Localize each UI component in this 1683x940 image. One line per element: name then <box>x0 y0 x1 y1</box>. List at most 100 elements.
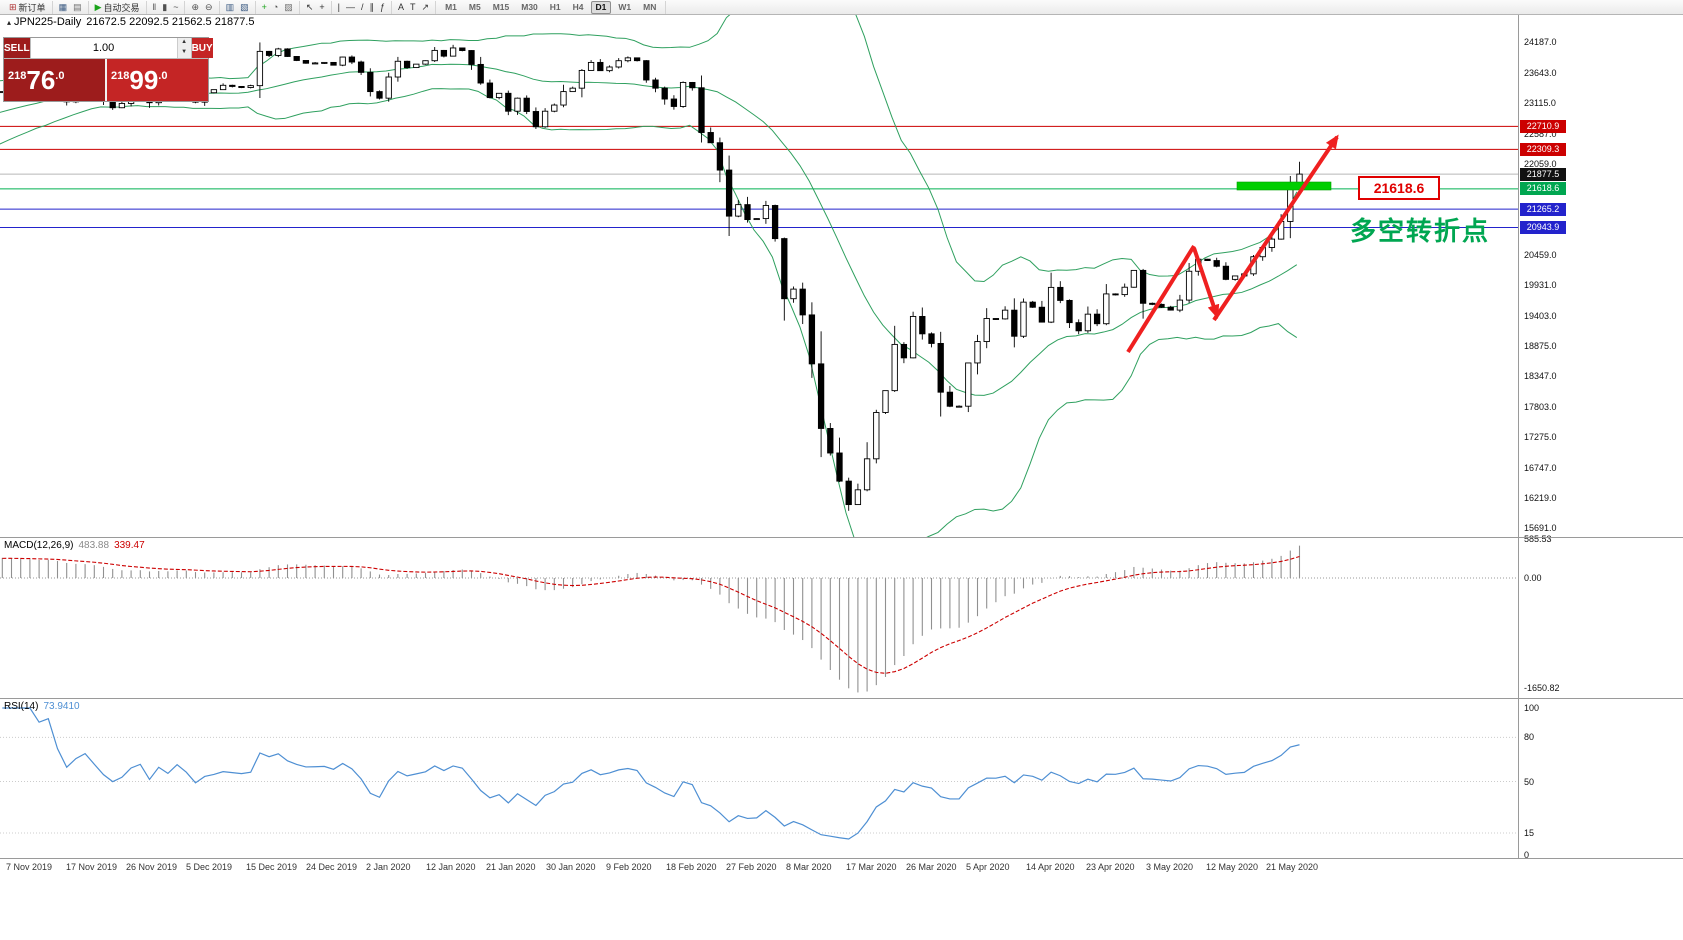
volume-decrease-button[interactable]: ▼ <box>177 48 191 58</box>
candle-body <box>569 87 576 93</box>
chart-window-button[interactable]: ▦ <box>56 2 71 12</box>
candle-body <box>753 218 760 221</box>
print-icon: ▤ <box>73 2 82 12</box>
buy-price-prefix: 218 <box>111 70 130 82</box>
toolbar-group: A T ↗ <box>392 0 437 14</box>
price-axis-label: 20459.0 <box>1524 250 1557 261</box>
templates-button[interactable]: ▨ <box>281 2 296 12</box>
panel-separator[interactable] <box>0 537 1683 538</box>
trendline-button[interactable]: / <box>358 2 367 12</box>
timeframe-d1[interactable]: D1 <box>590 0 612 14</box>
candle-body <box>652 79 659 89</box>
candle-body <box>330 61 337 66</box>
panel-separator[interactable] <box>0 698 1683 699</box>
line-chart-button[interactable]: ~ <box>170 2 181 12</box>
trend-arrow[interactable] <box>1192 247 1220 319</box>
equidistant-channel-button[interactable]: ∥ <box>366 2 377 12</box>
candle-body <box>744 204 751 221</box>
text-button[interactable]: A <box>395 2 407 12</box>
candle-body <box>431 49 438 62</box>
macd-signal-value: 339.47 <box>114 540 145 551</box>
candle-body <box>514 97 521 112</box>
crosshair-button[interactable]: + <box>316 2 327 12</box>
rsi-axis-label: 50 <box>1524 776 1535 787</box>
zoom-in-button[interactable]: ⊕ <box>188 2 202 12</box>
timeframe-m1[interactable]: M1 <box>445 1 457 12</box>
rsi-value: 73.9410 <box>43 701 80 712</box>
text-label-button[interactable]: T <box>407 2 419 12</box>
timeframe-m30[interactable]: M30 <box>521 1 538 12</box>
trend-arrow[interactable] <box>1212 134 1339 322</box>
candle-body <box>440 49 448 57</box>
toolbar-group: ↖ + <box>300 0 332 14</box>
zoom-out-icon: ⊖ <box>205 2 213 12</box>
chart-symbol-period: JPN225-Daily <box>14 16 82 28</box>
arrow-tool-button[interactable]: ↗ <box>419 2 433 12</box>
timeframe-h1[interactable]: H1 <box>549 1 561 12</box>
zoom-out-button[interactable]: ⊖ <box>202 2 216 12</box>
price-chart-canvas[interactable] <box>0 14 1518 537</box>
print-button[interactable]: ▤ <box>70 2 85 12</box>
toolbar: ⊞ 新订单 ▦ ▤ ▶ 自动交易 ǁ ▮ ~ ⊕ ⊖ ▥ ▧ + ◔ ▨ ↖ + | — / ∥ ƒ A T ↗ M1 M5 M15 M3… <box>0 0 1683 15</box>
price-level-box: 21877.5 <box>1520 167 1566 181</box>
bollinger-lower-band <box>0 88 1298 537</box>
candle-body <box>762 205 770 220</box>
timeframe-m5[interactable]: M5 <box>468 1 481 12</box>
new-order-button[interactable]: ⊞ 新订单 <box>6 1 49 14</box>
buy-price-dec: .0 <box>158 70 168 82</box>
rsi-panel-canvas[interactable] <box>0 699 1518 857</box>
volume-increase-button[interactable]: ▲ <box>177 38 191 48</box>
candle-body <box>919 315 926 335</box>
indicators-button[interactable]: + <box>259 2 270 12</box>
cursor-button[interactable]: ↖ <box>303 2 317 12</box>
timeframe-mn[interactable]: MN <box>643 1 657 12</box>
candle-body <box>790 288 797 300</box>
buy-button[interactable]: BUY <box>191 38 213 58</box>
periods-button[interactable]: ◔ <box>270 2 281 12</box>
buy-price-button[interactable]: 218 99 .0 <box>107 59 208 101</box>
candle-body <box>974 341 981 364</box>
candle-body <box>624 57 632 62</box>
new-chart-window-button[interactable]: ▧ <box>237 2 252 12</box>
autotrading-button[interactable]: ▶ 自动交易 <box>92 1 143 14</box>
candle-body <box>863 458 871 491</box>
candle-body <box>615 60 622 68</box>
candle-body <box>1176 299 1184 311</box>
candle-body <box>275 48 282 56</box>
volume-input[interactable] <box>30 38 177 58</box>
candle-body <box>679 81 687 107</box>
sell-button[interactable]: SELL <box>4 38 30 58</box>
sell-price-button[interactable]: 218 76 .0 <box>4 59 105 101</box>
fibonacci-retracement-button[interactable]: ƒ <box>377 2 388 12</box>
candle-body <box>1213 260 1220 267</box>
candle-body <box>505 92 512 112</box>
horizontal-line-button[interactable]: — <box>343 2 358 12</box>
bar-chart-button[interactable]: ǁ <box>150 2 160 12</box>
vertical-line-button[interactable]: | <box>335 2 343 12</box>
trend-arrow[interactable] <box>1126 244 1196 354</box>
candle-body <box>1038 306 1046 323</box>
price-axis-label: 16747.0 <box>1524 462 1557 473</box>
toolbar-group: | — / ∥ ƒ <box>332 0 392 14</box>
candle-body <box>854 489 862 506</box>
toolbar-group: ▶ 自动交易 <box>89 0 147 14</box>
candle-body <box>293 56 300 61</box>
tile-windows-button[interactable]: ▥ <box>223 2 238 12</box>
candle-body <box>210 89 218 94</box>
toolbar-group: ▦ ▤ <box>53 0 89 14</box>
timeframe-h4[interactable]: H4 <box>572 1 584 12</box>
candle-body <box>1231 275 1239 280</box>
candlestick-chart-button[interactable]: ▮ <box>159 2 170 12</box>
timeframe-m15[interactable]: M15 <box>492 1 510 12</box>
timeframe-w1[interactable]: W1 <box>618 1 632 12</box>
macd-panel-canvas[interactable] <box>0 538 1518 697</box>
panel-separator[interactable] <box>0 858 1683 859</box>
candle-body <box>808 314 816 365</box>
date-axis-label: 12 May 2020 <box>1206 862 1259 872</box>
turning-point-annotation[interactable]: 多空转折点 <box>1350 216 1491 246</box>
macd-main-value: 483.88 <box>78 540 110 551</box>
candle-body <box>799 288 806 316</box>
support-highlight-bar[interactable] <box>1236 181 1332 191</box>
candle-body <box>238 85 245 88</box>
level-callout-box[interactable]: 21618.6 <box>1358 176 1440 200</box>
